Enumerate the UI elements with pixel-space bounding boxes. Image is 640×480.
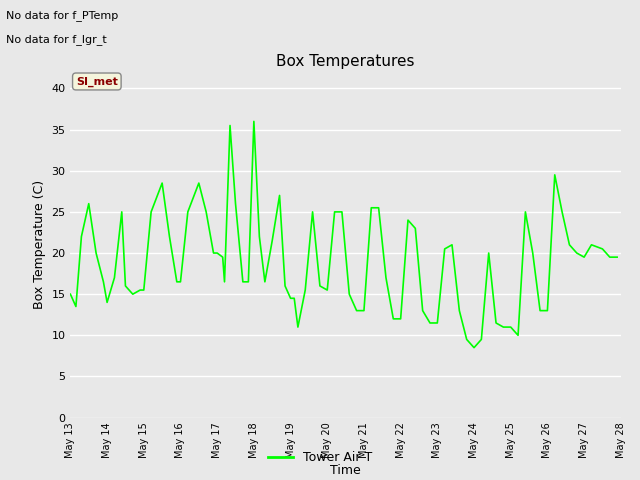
Title: Box Temperatures: Box Temperatures: [276, 54, 415, 70]
Text: No data for f_lgr_t: No data for f_lgr_t: [6, 34, 107, 45]
Y-axis label: Box Temperature (C): Box Temperature (C): [33, 180, 46, 310]
Text: No data for f_PTemp: No data for f_PTemp: [6, 10, 118, 21]
X-axis label: Time: Time: [330, 464, 361, 477]
Text: SI_met: SI_met: [76, 76, 118, 86]
Legend: Tower Air T: Tower Air T: [263, 446, 377, 469]
